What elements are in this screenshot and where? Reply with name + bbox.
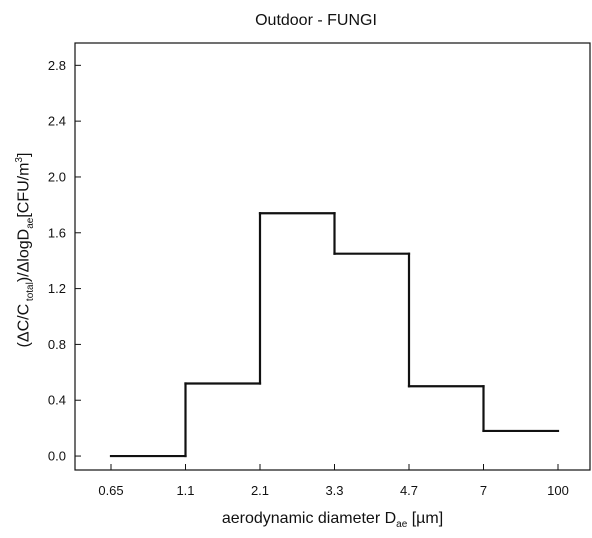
x-tick-label: 4.7 bbox=[400, 483, 418, 498]
y-tick-label: 2.8 bbox=[48, 58, 66, 73]
x-tick-label: 2.1 bbox=[251, 483, 269, 498]
y-tick-label: 0.0 bbox=[48, 449, 66, 464]
x-tick-label: 0.65 bbox=[98, 483, 123, 498]
y-axis-label-unit: [CFU/m bbox=[15, 162, 33, 218]
x-tick-label: 7 bbox=[480, 483, 487, 498]
y-tick-label: 1.2 bbox=[48, 281, 66, 296]
y-tick-label: 0.4 bbox=[48, 393, 66, 408]
x-axis-label-main: aerodynamic diameter D bbox=[221, 510, 397, 527]
y-tick-label: 2.4 bbox=[48, 114, 66, 129]
y-axis-label-subscript-ae: ae bbox=[24, 217, 36, 229]
x-tick-label: 1.1 bbox=[176, 483, 194, 498]
x-axis-label-unit: [µm] bbox=[407, 510, 444, 527]
x-tick-label: 3.3 bbox=[325, 483, 343, 498]
y-axis-label: (ΔC/C total)/ΔlogDae[CFU/m3] bbox=[14, 153, 36, 348]
y-tick-label: 2.0 bbox=[48, 169, 66, 184]
x-axis-label-subscript: ae bbox=[396, 519, 408, 531]
y-axis-label-middle: )/ΔlogD bbox=[15, 228, 33, 283]
y-axis-label-suffix: ] bbox=[15, 152, 33, 158]
y-axis-label-superscript: 3 bbox=[14, 157, 26, 163]
x-axis-label: aerodynamic diameter Dae [µm] bbox=[75, 510, 590, 530]
plot-frame bbox=[74, 42, 591, 471]
y-axis-label-prefix: (ΔC/C bbox=[15, 303, 33, 348]
y-tick-label: 1.6 bbox=[48, 225, 66, 240]
y-tick-label: 0.8 bbox=[48, 337, 66, 352]
chart-title: Outdoor - FUNGI bbox=[255, 12, 377, 29]
y-axis-label-subscript-total: total bbox=[24, 282, 36, 304]
x-tick-label: 100 bbox=[547, 483, 569, 498]
